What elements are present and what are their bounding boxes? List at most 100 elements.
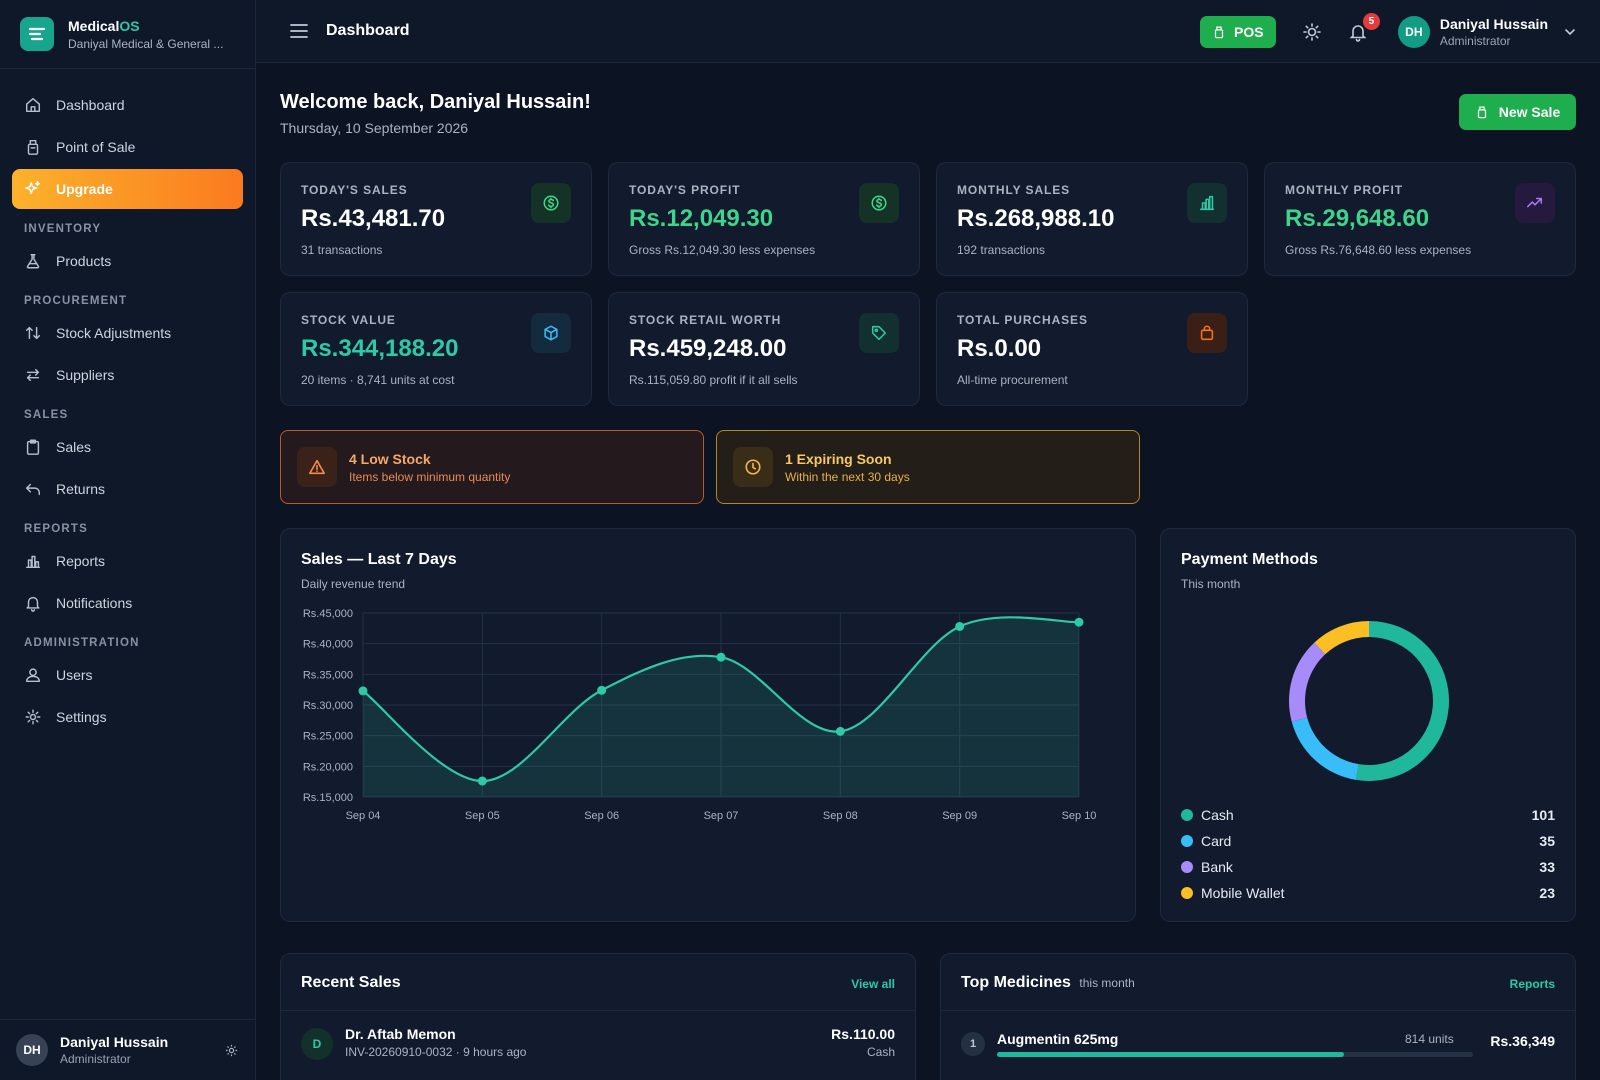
- low-stock-alert[interactable]: 4 Low Stock Items below minimum quantity: [280, 430, 704, 504]
- stat-label: TODAY'S PROFIT: [629, 183, 741, 197]
- legend-item-mobile-wallet[interactable]: Mobile Wallet 23: [1181, 883, 1555, 903]
- flask-icon: [26, 253, 40, 269]
- sidebar-item-stock-adjustments[interactable]: Stock Adjustments: [12, 313, 243, 353]
- legend-dot: [1181, 809, 1193, 821]
- y-tick-label: Rs.15,000: [303, 792, 353, 804]
- sun-icon: [1303, 22, 1321, 41]
- sidebar-item-reports[interactable]: Reports: [12, 541, 243, 581]
- sidebar-item-dashboard[interactable]: Dashboard: [12, 85, 243, 125]
- sidebar-item-point-of-sale[interactable]: Point of Sale: [12, 127, 243, 167]
- sales-point: [477, 776, 487, 786]
- legend-value: 35: [1539, 833, 1555, 849]
- brand[interactable]: MedicalOS Daniyal Medical & General ...: [0, 0, 255, 69]
- payment-method: Cash: [866, 1045, 895, 1059]
- legend-label: Bank: [1201, 859, 1233, 875]
- stat-subtext: 20 items · 8,741 units at cost: [301, 373, 455, 387]
- sidebar-item-notifications[interactable]: Notifications: [12, 583, 243, 623]
- panel-title: Top Medicines this month: [961, 974, 1135, 992]
- panel-title: Recent Sales: [301, 974, 401, 991]
- user-role: Administrator: [60, 1052, 131, 1066]
- bar-chart-icon: [1187, 183, 1227, 223]
- new-sale-button[interactable]: New Sale: [1459, 94, 1576, 130]
- stat-label: TODAY'S SALES: [301, 183, 408, 197]
- x-tick-label: Sep 04: [346, 810, 381, 822]
- stat-card-monthly-sales: MONTHLY SALES Rs.268,988.10 192 transact…: [936, 162, 1248, 276]
- y-tick-label: Rs.40,000: [303, 639, 353, 651]
- sidebar-item-sales[interactable]: Sales: [12, 427, 243, 467]
- sidebar-item-products[interactable]: Products: [12, 241, 243, 281]
- stat-subtext: Gross Rs.76,648.60 less expenses: [1285, 243, 1472, 257]
- bar-chart-icon: [25, 555, 41, 569]
- gear-icon[interactable]: [224, 1043, 239, 1058]
- alert-subtext: Items below minimum quantity: [349, 469, 511, 484]
- top-medicines-panel: Top Medicines this month Reports 1 Augme…: [940, 953, 1576, 1080]
- tag-icon: [859, 313, 899, 353]
- stat-label: MONTHLY SALES: [957, 183, 1071, 197]
- box-icon: [531, 313, 571, 353]
- units-sold: 814 units: [1405, 1032, 1454, 1046]
- legend-value: 23: [1539, 885, 1555, 901]
- stat-label: MONTHLY PROFIT: [1285, 183, 1403, 197]
- stat-subtext: 31 transactions: [301, 243, 383, 257]
- legend-dot: [1181, 887, 1193, 899]
- sidebar-item-upgrade[interactable]: Upgrade: [12, 169, 243, 209]
- x-tick-label: Sep 07: [704, 810, 739, 822]
- notifications-button[interactable]: 5: [1348, 12, 1380, 42]
- user-name: Daniyal Hussain: [1439, 15, 1548, 32]
- panel-subtitle: This month: [1181, 577, 1241, 591]
- new-sale-label: New Sale: [1498, 104, 1561, 120]
- arrows-leftright-icon: [26, 368, 40, 382]
- hamburger-menu-icon[interactable]: [290, 24, 308, 38]
- y-tick-label: Rs.20,000: [303, 761, 353, 773]
- x-tick-label: Sep 08: [823, 810, 858, 822]
- sales-point: [1074, 617, 1084, 627]
- user-menu[interactable]: DH Daniyal Hussain Administrator: [1397, 15, 1576, 48]
- legend-value: 33: [1539, 859, 1555, 875]
- sidebar-item-label: Point of Sale: [56, 139, 136, 155]
- sidebar-item-label: Users: [56, 667, 93, 683]
- users-icon: [25, 668, 41, 683]
- sidebar-user[interactable]: DH Daniyal Hussain Administrator: [0, 1019, 255, 1080]
- current-date: Thursday, 10 September 2026: [280, 120, 469, 136]
- payment-donut-chart[interactable]: [1269, 601, 1469, 801]
- reports-link[interactable]: Reports: [1509, 977, 1555, 991]
- legend-dot: [1181, 861, 1193, 873]
- stat-card-stock-retail-worth: STOCK RETAIL WORTH Rs.459,248.00 Rs.115,…: [608, 292, 920, 406]
- x-tick-label: Sep 06: [584, 810, 619, 822]
- list-item[interactable]: 1 Augmentin 625mg 814 units Rs.36,349: [961, 1028, 1555, 1068]
- recent-sales-panel: Recent Sales View all D Dr. Aftab Memon …: [280, 953, 916, 1080]
- sidebar-item-settings[interactable]: Settings: [12, 697, 243, 737]
- rank-badge: 1: [961, 1032, 985, 1056]
- sidebar-item-users[interactable]: Users: [12, 655, 243, 695]
- legend-item-bank[interactable]: Bank 33: [1181, 857, 1555, 877]
- sidebar: MedicalOS Daniyal Medical & General ... …: [0, 0, 256, 1080]
- donut-slice-cash: [1355, 621, 1449, 781]
- undo-icon: [25, 483, 41, 496]
- theme-toggle[interactable]: [1302, 22, 1322, 42]
- top-header: Dashboard POS 5 DH Daniyal Hussain Admin…: [256, 0, 1600, 63]
- stat-label: TOTAL PURCHASES: [957, 313, 1088, 327]
- x-tick-label: Sep 05: [465, 810, 500, 822]
- register-icon: [1477, 106, 1486, 119]
- table-row[interactable]: D Dr. Aftab Memon INV-20260910-0032 · 9 …: [301, 1024, 895, 1064]
- stat-value: Rs.43,481.70: [301, 205, 446, 232]
- stat-subtext: Rs.115,059.80 profit if it all sells: [629, 373, 798, 387]
- sidebar-item-returns[interactable]: Returns: [12, 469, 243, 509]
- sidebar-item-suppliers[interactable]: Suppliers: [12, 355, 243, 395]
- sales-line-chart[interactable]: Rs.45,000 Rs.40,000 Rs.35,000 Rs.30,000 Rs.2…: [301, 607, 1117, 837]
- user-role: Administrator: [1439, 33, 1511, 48]
- legend-item-cash[interactable]: Cash 101: [1181, 805, 1555, 825]
- legend-label: Card: [1201, 833, 1232, 849]
- customer-name: Dr. Aftab Memon: [345, 1026, 456, 1042]
- sales-chart-panel: Sales — Last 7 Days Daily revenue trend …: [280, 528, 1136, 922]
- view-all-link[interactable]: View all: [851, 977, 895, 991]
- stat-label: STOCK VALUE: [301, 313, 396, 327]
- sidebar-item-label: Returns: [56, 481, 106, 497]
- sidebar-item-label: Settings: [56, 709, 107, 725]
- pos-button[interactable]: POS: [1199, 15, 1276, 48]
- avatar: D: [301, 1028, 333, 1060]
- welcome-title: Welcome back, Daniyal Hussain!: [280, 91, 591, 113]
- legend-item-card[interactable]: Card 35: [1181, 831, 1555, 851]
- stat-value: Rs.12,049.30: [629, 205, 774, 232]
- expiring-soon-alert[interactable]: 1 Expiring Soon Within the next 30 days: [716, 430, 1140, 504]
